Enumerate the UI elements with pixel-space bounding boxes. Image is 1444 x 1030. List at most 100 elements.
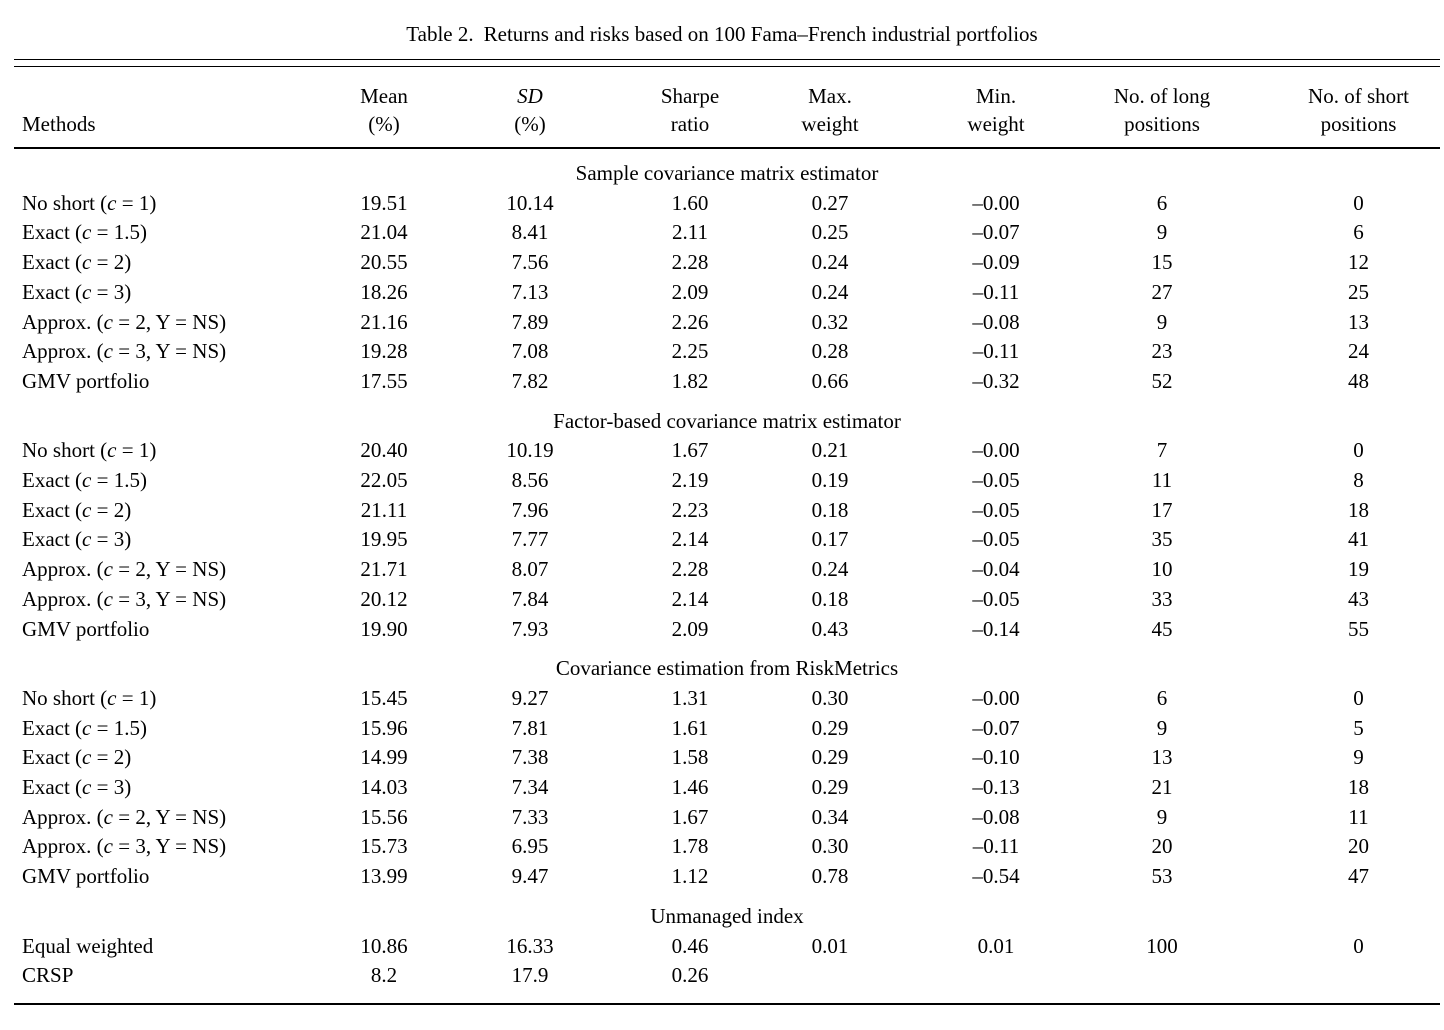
value-cell: 0.66 [811,368,849,393]
value-cell: 100 [1146,933,1178,958]
col-header-methods-line2: Methods [22,111,96,136]
value-cell: 7.82 [511,368,549,393]
value-cell: 9.27 [511,685,549,710]
method-label: Approx. (c = 2, Y = NS) [22,309,227,334]
col-header-max-weight-line1: Max. [808,84,852,108]
value-cell: 13.99 [360,864,408,889]
value-cell: 1.12 [671,864,709,889]
method-label: GMV portfolio [22,864,150,889]
value-cell: 21.16 [360,309,408,334]
value-cell: 0.19 [811,468,849,493]
value-cell: 9 [1156,309,1168,334]
value-cell: 15.56 [360,804,408,829]
value-cell: 7.77 [511,527,549,552]
method-label: Approx. (c = 3, Y = NS) [22,339,227,364]
value-cell: 53 [1151,864,1173,889]
method-label: Approx. (c = 3, Y = NS) [22,834,227,859]
method-label: GMV portfolio [22,616,150,641]
col-header-sharpe-line1: Sharpe [660,84,720,108]
value-cell: 2.14 [671,586,709,611]
value-cell: 0.29 [811,775,849,800]
value-cell: 7.96 [511,497,549,522]
value-cell: 0.30 [811,685,849,710]
col-header-sd-line1: SD [517,84,543,108]
value-cell: 13 [1151,745,1173,770]
value-cell: 5 [1353,715,1364,740]
value-cell: 0 [1353,438,1364,463]
value-cell: 2.09 [671,616,709,641]
table-row: Exact (c = 3) 14.03 7.34 1.46 0.29 –0.13 21 18 [14,773,1440,803]
value-cell: 1.67 [671,804,709,829]
value-cell: 35 [1151,527,1173,552]
value-cell: 0 [1353,190,1364,215]
table-row: Exact (c = 2) 21.11 7.96 2.23 0.18 –0.05 17 18 [14,496,1440,526]
table-caption-label: Table 2. [406,22,474,46]
table-row: CRSP 8.2 17.9 0.26 [14,961,1440,991]
value-cell: 14.03 [360,775,408,800]
value-cell: 7.81 [511,715,549,740]
value-cell: 20.12 [360,586,408,611]
method-label: GMV portfolio [22,368,150,393]
value-cell: 0.24 [811,250,849,275]
value-cell: –0.00 [972,685,1020,710]
value-cell: –0.05 [972,527,1020,552]
value-cell: 2.11 [672,220,708,245]
value-cell: 7.89 [511,309,549,334]
value-cell: –0.07 [972,220,1020,245]
table-row: Exact (c = 1.5) 21.04 8.41 2.11 0.25 –0.07 9 6 [14,218,1440,248]
value-cell: 18 [1348,775,1369,800]
col-header-long-positions-line1: No. of long [1113,84,1211,108]
value-cell: 7.93 [511,616,549,641]
col-header-min-weight-line1: Min. [975,84,1017,108]
method-label: Approx. (c = 3, Y = NS) [22,586,227,611]
col-header-max-weight-line2: weight [801,111,859,136]
method-label: CRSP [22,963,74,988]
value-cell: 52 [1151,368,1173,393]
section-header: Covariance estimation from RiskMetrics [555,656,899,681]
value-cell: –0.10 [972,745,1020,770]
table-row: Approx. (c = 2, Y = NS) 21.16 7.89 2.26 0.32… [14,308,1440,338]
value-cell: 15.45 [360,685,408,710]
value-cell: 21.11 [360,497,408,522]
value-cell: 2.23 [671,497,709,522]
col-header-mean-line1: Mean [360,84,408,108]
value-cell: 9 [1156,220,1168,245]
table-row: No short (c = 1) 15.45 9.27 1.31 0.30 –0.00 6 0 [14,684,1440,714]
table-body: Sample covariance matrix estimator No sho… [14,148,1440,991]
table-row: Exact (c = 3) 18.26 7.13 2.09 0.24 –0.11 27 25 [14,278,1440,308]
value-cell: 15.96 [360,715,408,740]
value-cell: 0.26 [671,963,709,988]
value-cell: 0.18 [811,586,849,611]
value-cell: 2.28 [671,250,709,275]
value-cell: 2.28 [671,557,709,582]
value-cell: –0.11 [972,834,1020,859]
returns-risks-table: Methods Mean (%) SD (%) Sharpe ratio Max… [14,67,1440,991]
value-cell: 7.33 [511,804,549,829]
value-cell: 22.05 [360,468,408,493]
value-cell: 25 [1348,279,1369,304]
method-label: Exact (c = 1.5) [22,220,147,245]
value-cell: 0 [1353,933,1364,958]
value-cell: 33 [1151,586,1173,611]
value-cell: 6 [1353,220,1364,245]
table-row: No short (c = 1) 19.51 10.14 1.60 0.27 –0.00 6… [14,189,1440,219]
value-cell: 21.71 [360,557,408,582]
table-row: Exact (c = 2) 14.99 7.38 1.58 0.29 –0.10 13 9 [14,743,1440,773]
method-label: Exact (c = 2) [22,745,132,770]
value-cell: –0.05 [972,586,1020,611]
value-cell: 10.86 [360,933,408,958]
method-label: Exact (c = 1.5) [22,468,147,493]
value-cell: 0.17 [811,527,849,552]
value-cell: 1.46 [671,775,709,800]
table-caption: Table 2. Returns and risks based on 100 F… [0,0,1444,59]
value-cell: 27 [1151,279,1173,304]
value-cell: 19 [1348,557,1369,582]
value-cell: 16.33 [506,933,554,958]
col-header-short-positions-line1: No. of short [1308,84,1409,108]
value-cell: 0.46 [671,933,709,958]
value-cell [897,961,1095,991]
value-cell: 7.34 [511,775,549,800]
col-header-sd: SD (%) [443,67,617,149]
table-row: GMV portfolio 13.99 9.47 1.12 0.78 –0.54 53 47 [14,862,1440,892]
value-cell: –0.11 [972,279,1020,304]
